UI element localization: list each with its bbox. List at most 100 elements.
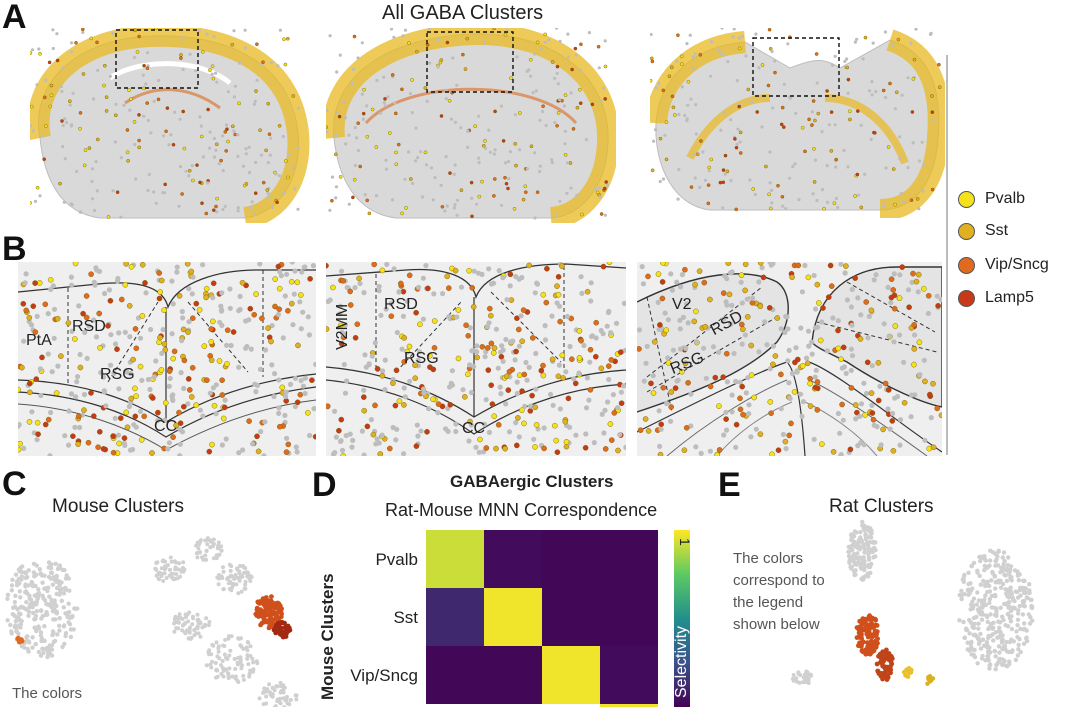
- umap-point: [992, 648, 997, 654]
- umap-point: [229, 564, 234, 569]
- umap-point: [177, 620, 181, 625]
- umap-point: [980, 612, 986, 617]
- cell-dot: [176, 409, 182, 416]
- cell-dot: [461, 393, 468, 400]
- cell-dot: [257, 262, 263, 267]
- umap-point: [23, 584, 28, 589]
- cell-dot: [915, 271, 922, 278]
- umap-point: [44, 601, 49, 607]
- umap-point: [1020, 612, 1026, 617]
- note-line: the legend: [733, 594, 804, 611]
- cell-dot: [326, 326, 330, 332]
- cell-dot: [135, 50, 140, 54]
- umap-point: [12, 599, 17, 605]
- cell-dot: [650, 78, 653, 83]
- cell-dot: [87, 146, 92, 150]
- umap-point: [853, 572, 858, 577]
- cell-dot: [415, 357, 421, 363]
- cell-dot: [911, 77, 916, 81]
- cell-dot: [132, 385, 138, 392]
- region-label: CC: [462, 420, 486, 437]
- umap-point: [995, 563, 1001, 568]
- umap-point: [66, 601, 71, 606]
- cell-dot: [506, 368, 513, 375]
- cell-dot: [602, 407, 608, 413]
- cell-dot: [680, 85, 684, 89]
- umap-point: [243, 582, 248, 587]
- cell-dot: [187, 174, 191, 178]
- umap-point: [32, 625, 37, 630]
- cell-dot: [326, 109, 329, 113]
- cell-dot: [365, 134, 370, 139]
- cell-dot: [891, 305, 898, 312]
- cell-dot: [181, 357, 188, 364]
- cell-dot: [156, 295, 163, 302]
- cell-dot: [534, 89, 538, 93]
- cell-dot: [759, 265, 765, 271]
- cell-dot: [18, 446, 22, 453]
- umap-point: [57, 616, 62, 621]
- cell-dot: [688, 391, 694, 397]
- cell-dot: [587, 387, 594, 393]
- umap-point: [226, 634, 231, 639]
- cell-dot: [112, 341, 119, 347]
- cell-dot: [74, 40, 78, 45]
- cell-dot: [931, 118, 935, 122]
- legend-dot: [958, 222, 975, 240]
- cell-dot: [503, 161, 508, 165]
- cell-dot: [154, 28, 158, 30]
- cell-dot: [489, 401, 496, 407]
- umap-point: [261, 690, 266, 695]
- cell-dot: [608, 357, 615, 363]
- cell-dot: [53, 390, 60, 396]
- cell-dot: [455, 83, 459, 87]
- cell-dot: [888, 294, 895, 301]
- umap-point: [847, 549, 852, 554]
- umap-point: [1027, 621, 1033, 626]
- cell-dot: [502, 445, 508, 452]
- cell-dot: [180, 192, 184, 196]
- cell-dot: [468, 422, 474, 428]
- cell-dot: [748, 372, 755, 378]
- cell-dot: [66, 442, 72, 448]
- cell-dot: [304, 409, 311, 416]
- cell-dot: [189, 291, 195, 297]
- cell-dot: [31, 48, 35, 52]
- cell-dot: [91, 317, 97, 323]
- umap-point: [991, 638, 996, 643]
- umap-point: [847, 560, 852, 565]
- cell-dot: [353, 126, 357, 130]
- cell-dot: [42, 301, 49, 308]
- cell-dot: [100, 446, 107, 452]
- panel-d-letter: D: [312, 466, 337, 504]
- umap-point: [993, 594, 998, 599]
- cell-dot: [556, 362, 562, 368]
- umap-point: [1002, 601, 1007, 607]
- cell-dot: [49, 369, 55, 375]
- cell-dot: [718, 180, 723, 185]
- cell-dot: [677, 346, 684, 352]
- cell-dot: [207, 390, 213, 396]
- cell-dot: [683, 345, 689, 351]
- legend-dot: [958, 289, 975, 307]
- cell-dot: [569, 91, 573, 95]
- umap-point: [248, 654, 253, 658]
- cell-dot: [529, 144, 534, 149]
- umap-point: [862, 546, 867, 552]
- umap-point: [925, 681, 930, 686]
- cell-dot: [679, 368, 685, 375]
- panel-a-letter: A: [2, 0, 27, 36]
- cell-dot: [637, 427, 644, 433]
- cell-dot: [901, 359, 907, 365]
- cell-dot: [699, 139, 703, 143]
- cell-dot: [77, 424, 83, 431]
- cell-dot: [770, 361, 776, 368]
- cell-dot: [132, 55, 137, 60]
- panel-e-note: The colors correspond to the legend show…: [733, 548, 825, 636]
- umap-point: [258, 611, 263, 617]
- umap-point: [239, 589, 244, 594]
- cell-dot: [178, 370, 184, 376]
- cell-dot: [219, 377, 225, 383]
- umap-point: [268, 619, 273, 625]
- cell-dot: [650, 32, 653, 37]
